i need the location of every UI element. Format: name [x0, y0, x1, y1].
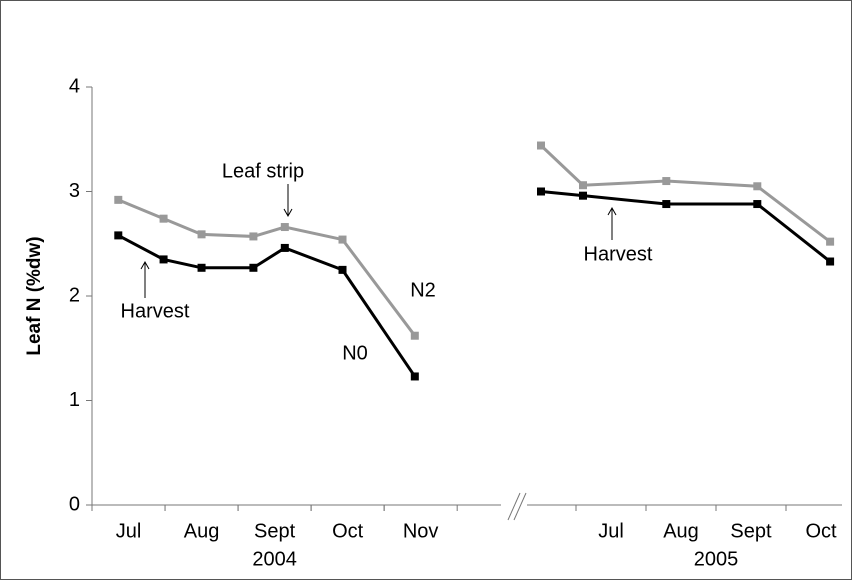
point-marker — [114, 195, 123, 204]
y-tick-label: 4 — [69, 75, 80, 97]
x-tick-label: Sept — [730, 520, 772, 542]
point-marker — [249, 263, 258, 272]
point-marker — [753, 200, 762, 209]
y-tick-label: 3 — [69, 180, 80, 202]
axis-break — [513, 492, 527, 521]
point-marker — [410, 331, 419, 340]
arrow-head — [140, 260, 150, 270]
x-tick-label: Sept — [254, 520, 296, 542]
x-tick-label: Jul — [598, 520, 624, 542]
arrow-head — [283, 208, 293, 218]
annotation: Leaf strip — [222, 160, 304, 182]
point-marker — [579, 191, 587, 200]
axis-break — [507, 492, 521, 521]
x-axis-label: 2005 — [694, 548, 739, 570]
x-tick-label: Nov — [403, 520, 439, 542]
x-tick-label: Aug — [184, 520, 220, 542]
point-marker — [338, 265, 347, 274]
annotation: Harvest — [121, 300, 190, 322]
arrow-head — [607, 206, 617, 216]
series-label: N0 — [342, 342, 368, 364]
annotation: Harvest — [584, 243, 653, 265]
point-marker — [159, 255, 168, 264]
point-marker — [114, 231, 123, 240]
point-marker — [410, 372, 419, 381]
series-label: N2 — [410, 279, 436, 301]
point-marker — [662, 177, 671, 186]
x-tick-label: Aug — [663, 520, 699, 542]
y-tick-label: 0 — [69, 493, 80, 515]
point-marker — [280, 243, 289, 252]
point-marker — [197, 230, 206, 239]
point-marker — [537, 187, 545, 196]
point-marker — [826, 237, 835, 246]
point-marker — [197, 263, 206, 272]
point-marker — [159, 214, 168, 223]
point-marker — [579, 181, 587, 190]
x-tick-label: Oct — [332, 520, 364, 542]
point-marker — [249, 232, 258, 241]
point-marker — [662, 200, 671, 209]
point-marker — [826, 257, 835, 266]
point-marker — [753, 182, 762, 191]
x-tick-label: Oct — [805, 520, 837, 542]
x-tick-label: Jul — [116, 520, 142, 542]
point-marker — [338, 235, 347, 244]
y-tick-label: 2 — [69, 284, 80, 306]
point-marker — [537, 141, 545, 150]
x-axis-label: 2004 — [252, 548, 297, 570]
point-marker — [280, 223, 289, 232]
y-axis-label: Leaf N (%dw) — [24, 236, 45, 355]
y-tick-label: 1 — [69, 389, 80, 411]
